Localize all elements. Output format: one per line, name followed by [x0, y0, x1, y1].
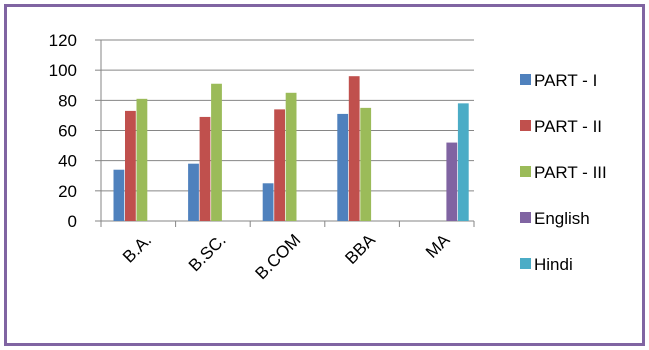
bar-3-1 [348, 76, 360, 221]
bar-1-2 [211, 83, 222, 221]
y-tick-label-0: 0 [68, 212, 77, 231]
y-tick-label-6: 120 [49, 31, 77, 50]
y-tick-label-5: 100 [49, 61, 77, 80]
chart-frame [4, 4, 645, 346]
legend-swatch-3 [520, 212, 531, 223]
y-tick-label-1: 20 [58, 182, 77, 201]
bar-2-1 [274, 109, 285, 221]
legend-swatch-0 [520, 74, 531, 85]
bar-3-0 [337, 113, 349, 221]
bar-3-2 [360, 107, 372, 221]
legend-label-0: PART - I [534, 71, 597, 90]
legend-label-1: PART - II [534, 117, 602, 136]
bar-0-2 [136, 98, 148, 221]
y-tick-label-3: 60 [58, 122, 77, 141]
legend-label-4: Hindi [534, 255, 573, 274]
legend-swatch-2 [520, 166, 531, 177]
legend-label-3: English [534, 209, 590, 228]
bar-0-0 [113, 169, 125, 221]
y-tick-label-2: 40 [58, 152, 77, 171]
x-tick-label-1: B.SC. [185, 230, 230, 275]
x-tick-label-3: BBA [341, 230, 379, 268]
bar-1-1 [199, 116, 211, 221]
x-tick-label-0: B.A. [119, 230, 155, 266]
x-tick-label-2: B.COM [251, 230, 304, 283]
legend-swatch-4 [520, 258, 531, 269]
x-tick-label-4: MA [422, 230, 454, 262]
bar-4-4 [457, 103, 469, 221]
bar-1-0 [188, 163, 199, 221]
y-tick-label-4: 80 [58, 91, 77, 110]
bar-0-1 [125, 110, 136, 221]
legend-swatch-1 [520, 120, 531, 131]
bar-2-0 [262, 183, 274, 221]
legend-label-2: PART - III [534, 163, 607, 182]
bar-2-2 [285, 92, 297, 222]
bar-4-3 [446, 142, 458, 221]
